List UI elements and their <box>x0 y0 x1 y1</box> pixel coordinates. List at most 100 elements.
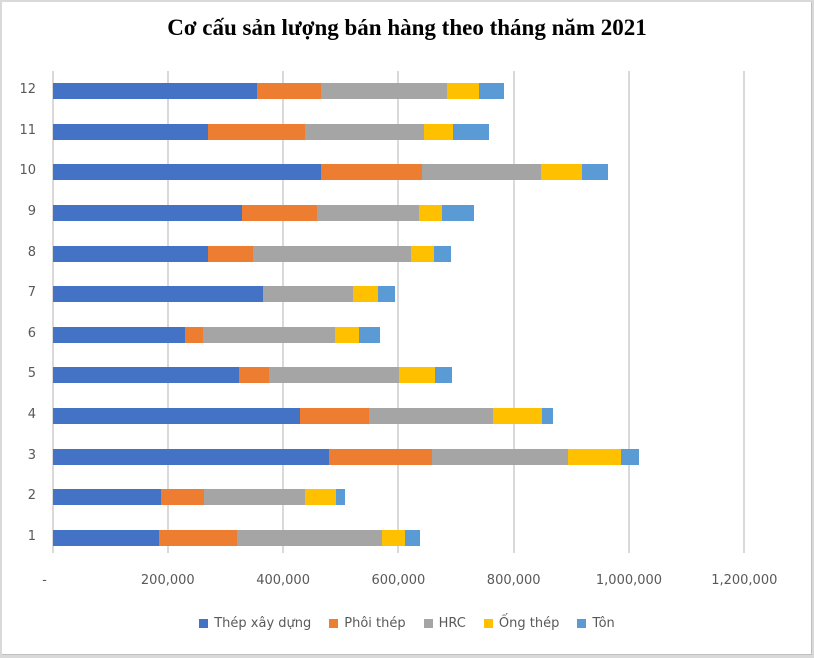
bar-segment <box>53 408 300 425</box>
bar-segment <box>621 448 640 465</box>
bar-segment <box>405 530 421 546</box>
y-tick-label: 5 <box>27 366 36 382</box>
bar-segment <box>203 489 305 506</box>
bar-row-month-4 <box>53 408 554 425</box>
bar-segment <box>541 164 583 181</box>
legend-swatch-icon <box>483 619 493 628</box>
x-tick-label: 400,000 <box>256 573 310 588</box>
x-tick-label: 600,000 <box>371 573 426 588</box>
gridline <box>512 71 515 553</box>
chart-title: Cơ cấu sản lượng bán hàng theo tháng năm… <box>167 15 647 40</box>
y-tick-label: 10 <box>19 163 36 179</box>
bar-segment <box>299 408 370 425</box>
bar-segment <box>304 489 336 506</box>
bar-row-month-5 <box>53 367 453 384</box>
legend-item: Tôn <box>577 616 615 631</box>
bar-segment <box>433 245 451 262</box>
bar-segment <box>159 530 238 546</box>
y-tick-label: 8 <box>27 244 36 260</box>
bar-row-month-8 <box>53 245 451 262</box>
bar-segment <box>53 83 257 99</box>
bar-segment <box>431 448 569 465</box>
bar-segment <box>53 204 242 221</box>
y-tick-label: 11 <box>19 122 36 138</box>
bar-segment <box>328 448 432 465</box>
bar-segment <box>353 286 379 303</box>
bar-row-month-7 <box>53 286 395 303</box>
x-tick-label: 1,000,000 <box>595 573 663 588</box>
bar-segment <box>359 326 381 343</box>
legend-label: Phôi thép <box>344 616 406 631</box>
bar-segment <box>53 367 240 384</box>
bar-segment <box>262 286 354 303</box>
legend-swatch-icon <box>329 619 339 628</box>
x-tick-label: 200,000 <box>140 573 195 588</box>
bar-segment <box>442 204 475 221</box>
bar-row-month-2 <box>53 489 346 506</box>
legend-swatch-icon <box>423 619 433 628</box>
y-tick-label: 4 <box>27 407 36 423</box>
bar-segment <box>241 204 318 221</box>
bar-segment <box>424 123 454 140</box>
bar-segment <box>53 530 160 546</box>
bar-segment <box>335 326 360 343</box>
bar-row-month-10 <box>53 164 609 181</box>
bar-segment <box>453 123 490 140</box>
bar-segment <box>269 367 400 384</box>
bar-segment <box>53 489 162 506</box>
bar-segment <box>317 204 420 221</box>
y-tick-label: 12 <box>19 82 36 97</box>
bar-segment <box>321 83 448 99</box>
gridline <box>628 71 630 553</box>
legend-item: Thép xây dựng <box>199 616 311 631</box>
legend-item: Ống thép <box>483 616 560 631</box>
y-tick-label: 7 <box>27 285 36 301</box>
y-tick-label: 3 <box>27 447 36 463</box>
bar-segment <box>378 286 395 303</box>
bar-segment <box>203 326 336 343</box>
bar-segment <box>478 83 504 99</box>
bar-segment <box>53 245 208 262</box>
gridline <box>282 71 285 553</box>
bar-row-month-3 <box>53 448 640 465</box>
bar-segment <box>435 367 453 384</box>
bar-segment <box>252 245 411 262</box>
bar-segment <box>53 164 322 181</box>
plot-area <box>53 71 753 553</box>
gridline <box>743 71 746 553</box>
legend-item: Phôi thép <box>329 616 406 631</box>
bar-segment <box>422 164 542 181</box>
gridline <box>166 71 169 553</box>
bar-segment <box>207 245 253 262</box>
bar-segment <box>369 408 493 425</box>
bar-row-month-12 <box>53 83 504 99</box>
bar-segment <box>447 83 479 99</box>
bar-segment <box>582 164 609 181</box>
bar-segment <box>239 367 270 384</box>
legend-label: HRC <box>438 616 466 631</box>
y-axis-line <box>52 71 54 553</box>
bar-segment <box>53 286 263 303</box>
legend-item: HRC <box>423 616 466 631</box>
legend-label: Thép xây dựng <box>214 616 312 631</box>
bar-segment <box>305 123 425 140</box>
bar-segment <box>53 326 186 343</box>
bar-segment <box>53 448 329 465</box>
bar-row-month-6 <box>53 326 381 343</box>
y-tick-label: 1 <box>27 529 36 544</box>
bar-segment <box>335 489 346 506</box>
bar-segment <box>161 489 204 506</box>
bar-segment <box>237 530 383 546</box>
y-tick-label: 9 <box>27 203 36 219</box>
bar-segment <box>399 367 436 384</box>
x-tick-label: - <box>42 573 47 588</box>
y-tick-label: 6 <box>27 325 36 341</box>
bar-row-month-9 <box>53 204 475 221</box>
bar-row-month-1 <box>53 530 421 546</box>
bar-segment <box>208 123 306 140</box>
legend-label: Ống thép <box>498 616 560 631</box>
legend-label: Tôn <box>592 616 615 631</box>
y-tick-label: 2 <box>27 488 36 504</box>
x-tick-label: 1,200,000 <box>711 573 778 588</box>
bar-row-month-11 <box>53 123 490 140</box>
